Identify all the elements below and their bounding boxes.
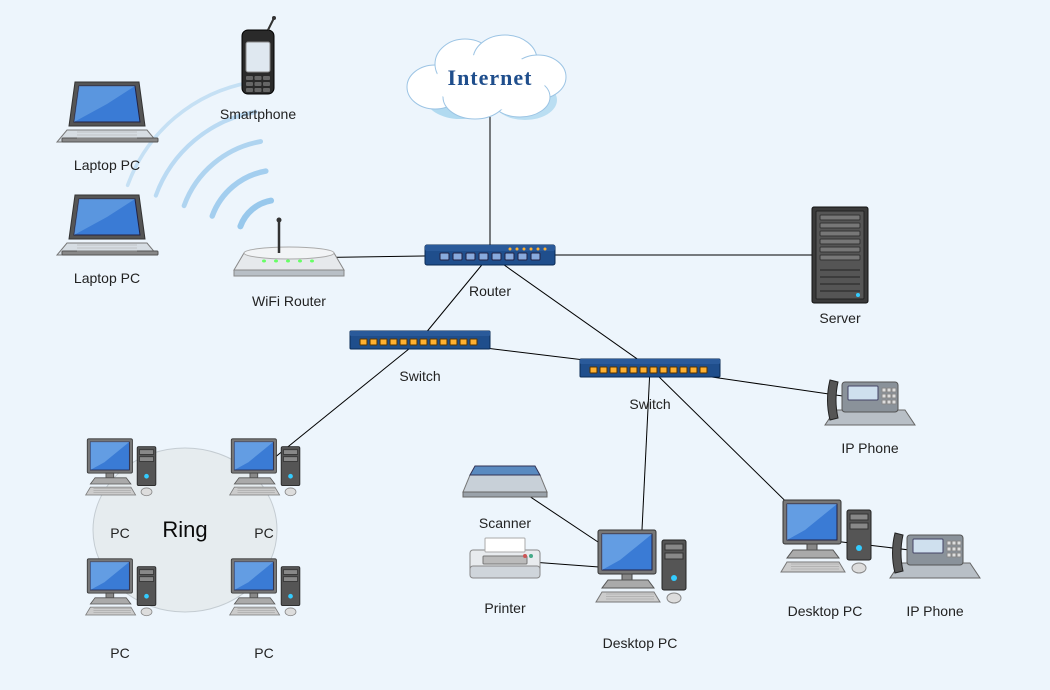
label-laptop1: Laptop PC	[74, 157, 140, 173]
server-icon	[812, 207, 868, 303]
wifi-router-icon	[234, 218, 344, 277]
nodes-layer	[0, 0, 1050, 690]
label-printer: Printer	[484, 600, 525, 616]
label-pc1: PC	[110, 525, 129, 541]
printer-icon	[470, 538, 540, 578]
label-server: Server	[819, 310, 860, 326]
switch-icon	[350, 331, 490, 349]
desktop-icon	[781, 500, 871, 573]
network-diagram: Internet Smartphone Laptop PC Laptop PC WiFi…	[0, 0, 1050, 690]
label-wifi: WiFi Router	[252, 293, 326, 309]
desktop-icon	[230, 439, 300, 496]
router-icon	[425, 245, 555, 265]
laptop-icon	[57, 195, 158, 255]
label-switch2: Switch	[629, 396, 670, 412]
label-ring: Ring	[162, 517, 207, 543]
label-desktop1: Desktop PC	[603, 635, 678, 651]
ipphone-icon	[890, 533, 980, 578]
desktop-icon	[86, 559, 156, 616]
label-pc2: PC	[254, 525, 273, 541]
label-pc3: PC	[110, 645, 129, 661]
smartphone-icon	[242, 16, 276, 94]
label-scanner: Scanner	[479, 515, 531, 531]
label-desktop2: Desktop PC	[788, 603, 863, 619]
label-laptop2: Laptop PC	[74, 270, 140, 286]
label-ipphone2: IP Phone	[906, 603, 963, 619]
laptop-icon	[57, 82, 158, 142]
switch-icon	[580, 359, 720, 377]
label-pc4: PC	[254, 645, 273, 661]
ipphone-icon	[825, 380, 915, 425]
label-internet: Internet	[448, 65, 533, 91]
label-ipphone1: IP Phone	[841, 440, 898, 456]
label-router: Router	[469, 283, 511, 299]
scanner-icon	[463, 466, 547, 497]
desktop-icon	[596, 530, 686, 603]
label-smartphone: Smartphone	[220, 106, 296, 122]
desktop-icon	[230, 559, 300, 616]
label-switch1: Switch	[399, 368, 440, 384]
